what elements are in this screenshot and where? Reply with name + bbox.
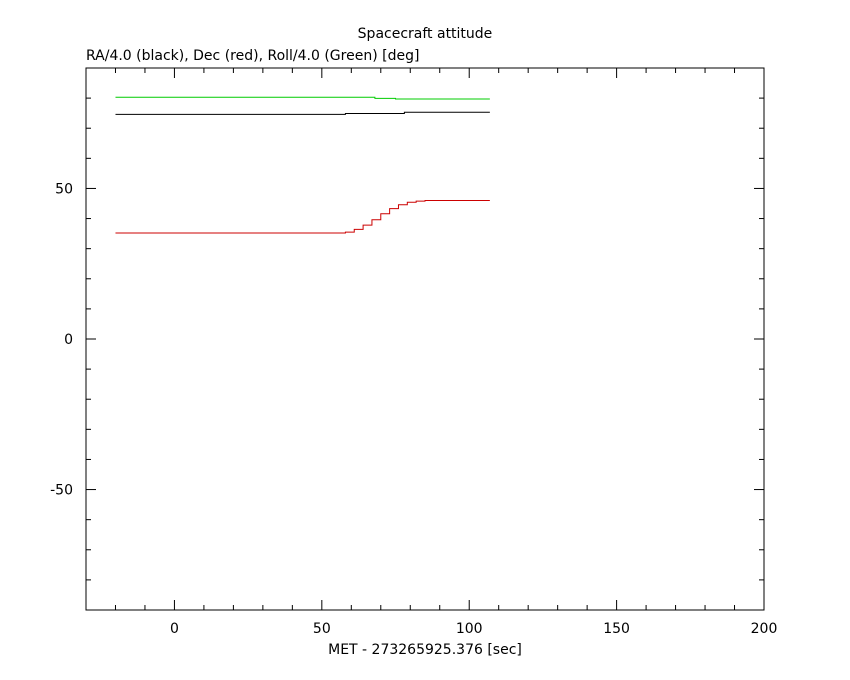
series-line-2 [115,199,490,234]
x-tick-label: 50 [313,621,331,637]
y-axis-label: RA/4.0 (black), Dec (red), Roll/4.0 (Gre… [86,48,419,64]
y-tick-label: 0 [64,332,73,348]
axis-ticks: 0 50 100 150 200 -50 0 50 [50,68,777,637]
x-axis-label: MET - 273265925.376 [sec] [328,642,522,658]
x-tick-label: 100 [456,621,483,637]
plot-frame [85,67,765,611]
chart-title: Spacecraft attitude [358,26,493,42]
y-tick-label: 50 [55,181,73,197]
y-tick-label: -50 [50,483,73,499]
series-line-0 [115,96,490,100]
data-series [115,96,490,234]
series-line-1 [115,111,490,115]
x-tick-label: 0 [170,621,179,637]
x-tick-label: 200 [751,621,778,637]
x-tick-label: 150 [603,621,630,637]
